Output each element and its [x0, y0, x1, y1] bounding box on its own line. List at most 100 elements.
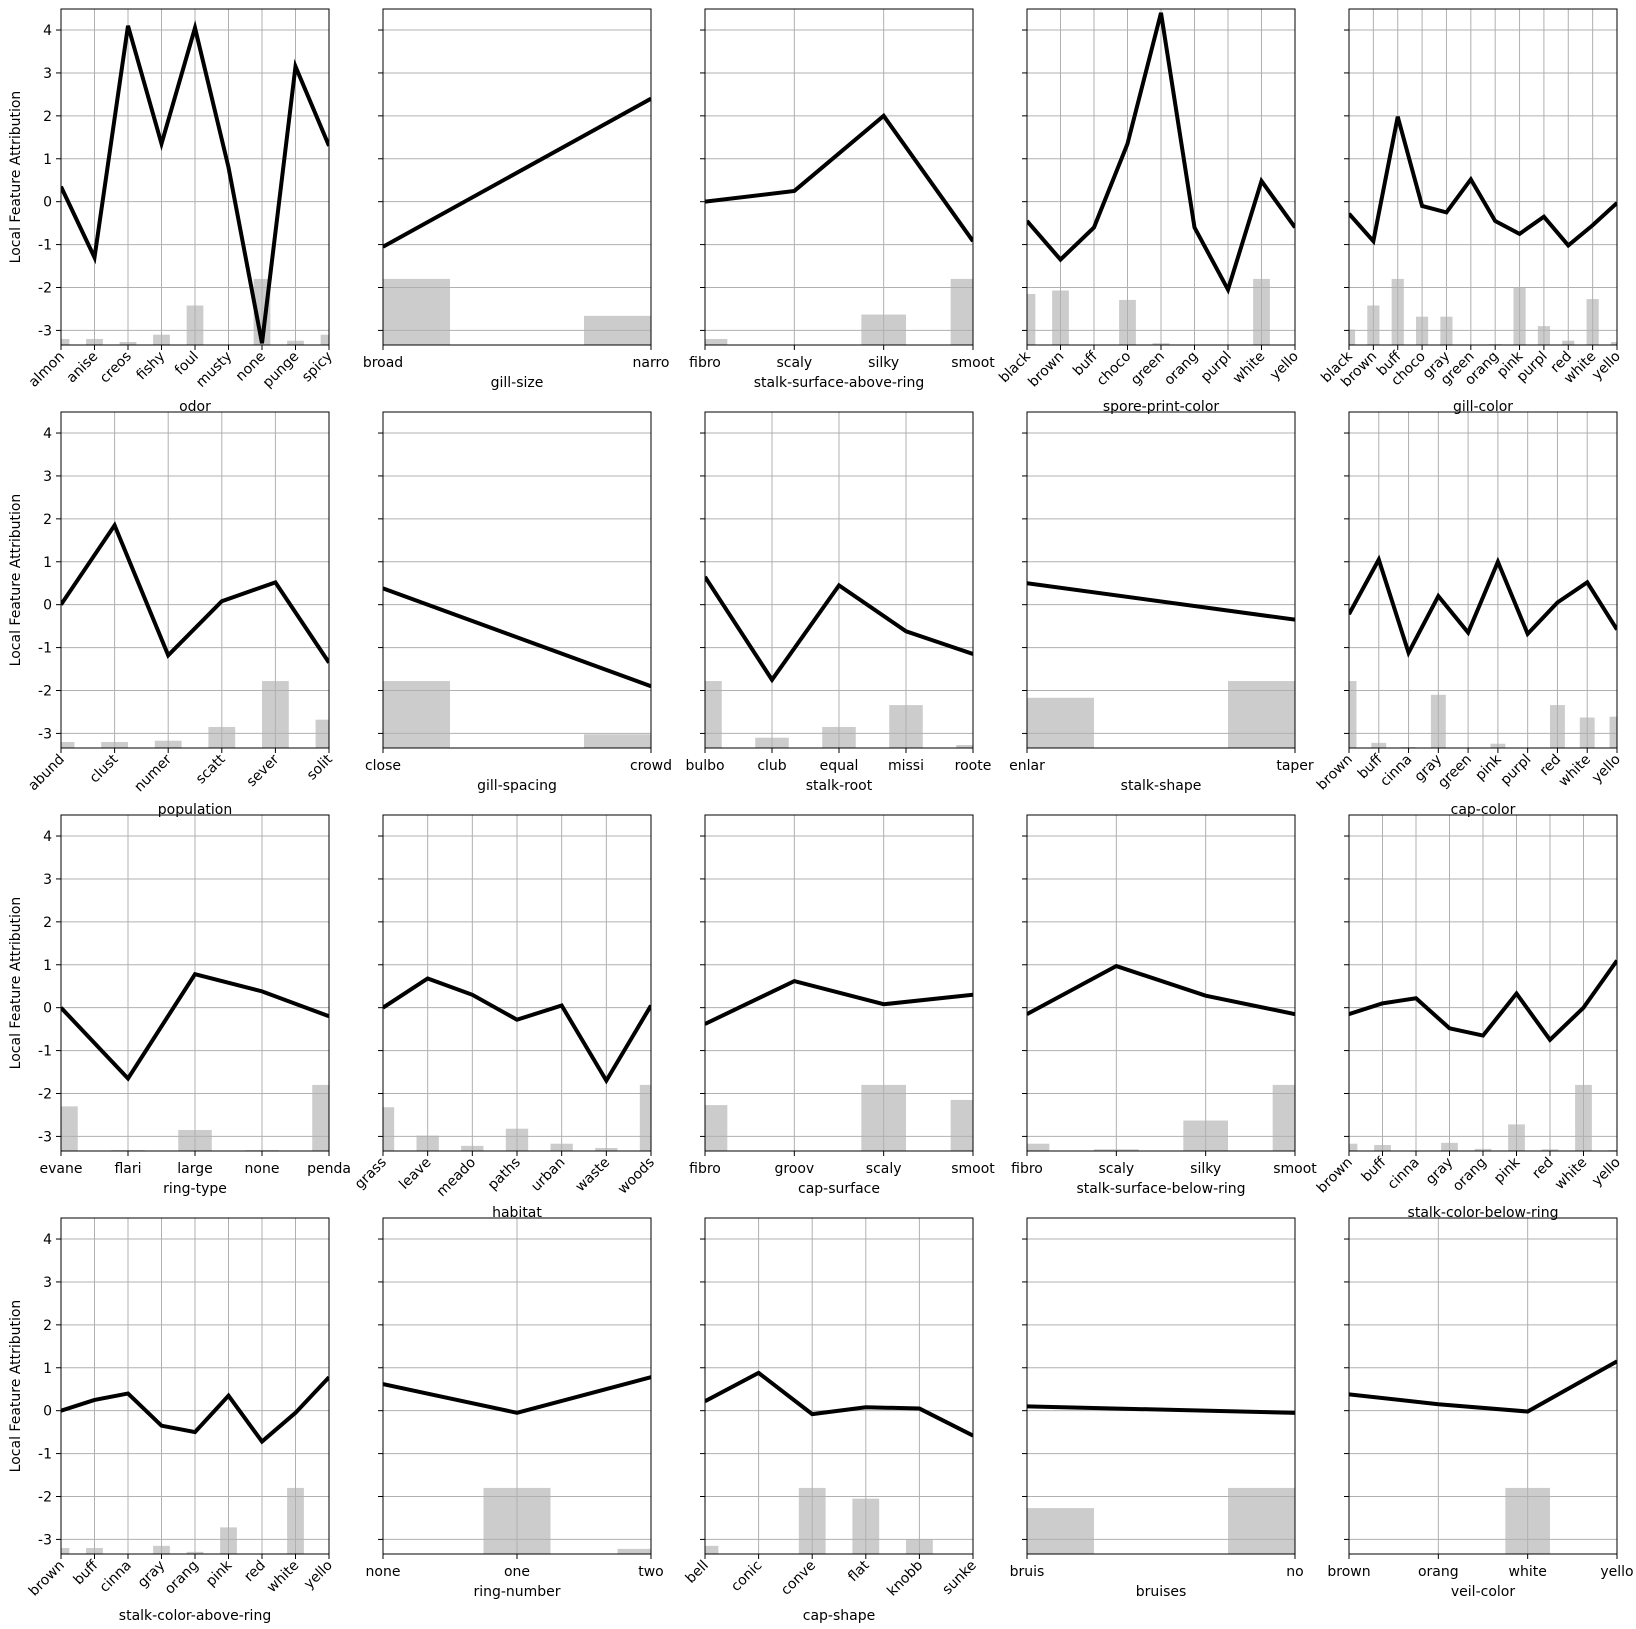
- x-tick-label: yello: [1589, 752, 1624, 787]
- subplot: -3 -2 -1 0 1 2 3 4 abund clust numer scatt sever soli…: [8, 411, 336, 818]
- subplot: blackbrownbuffchocograygreenorangpinkpur…: [1318, 8, 1624, 415]
- x-tick-label: numer: [131, 751, 175, 795]
- x-tick-label: leave: [396, 1155, 434, 1193]
- x-tick-label: cinna: [97, 1558, 135, 1596]
- x-tick-label: purpl: [1498, 752, 1535, 789]
- x-axis-label: veil-color: [1451, 1584, 1515, 1600]
- x-axis-label: stalk-shape: [1121, 778, 1202, 794]
- axes-frame: [382, 1217, 652, 1555]
- x-tick-label: two: [638, 1564, 664, 1580]
- bar: [61, 741, 75, 748]
- attribution-line: [383, 976, 651, 1085]
- bar: [383, 681, 450, 748]
- subplot: brown orang white yello veil-color: [1327, 1217, 1634, 1600]
- y-tick-label: 3: [43, 66, 52, 82]
- subplot: enlar taper stalk-shape: [1009, 411, 1314, 794]
- x-tick-label: solit: [304, 751, 336, 783]
- attribution-line: [383, 586, 651, 689]
- x-axis-label: bruises: [1136, 1584, 1187, 1600]
- x-tick-label: orang: [162, 1558, 202, 1598]
- y-tick-label: 4: [43, 829, 52, 845]
- y-tick-label: -1: [38, 641, 52, 657]
- y-tick-label: -1: [38, 1044, 52, 1060]
- x-tick-label: scaly: [1098, 1161, 1134, 1177]
- y-tick-label: -2: [38, 280, 52, 296]
- bar: [617, 1548, 651, 1554]
- y-tick-label: -3: [38, 1129, 52, 1145]
- attribution-line: [705, 575, 973, 684]
- x-tick-label: white: [264, 1558, 302, 1596]
- axes-frame: [60, 1217, 330, 1555]
- y-axis-label: Local Feature Attribution: [8, 1300, 24, 1473]
- y-axis-label: Local Feature Attribution: [8, 897, 24, 1070]
- x-axis-label: gill-spacing: [477, 778, 557, 794]
- x-tick-label: brown: [1025, 349, 1067, 391]
- x-tick-label: silky: [1190, 1161, 1221, 1177]
- x-tick-label: yello: [301, 1558, 336, 1593]
- y-tick-label: 1: [43, 555, 52, 571]
- attribution-line: [383, 1375, 651, 1415]
- bar: [639, 1084, 651, 1151]
- x-tick-label: brown: [1314, 1155, 1356, 1197]
- x-tick-label: equal: [820, 758, 859, 774]
- x-tick-label: evane: [40, 1161, 83, 1177]
- bar: [705, 338, 728, 345]
- subplot: fibro scaly silky smoot stalk-surface-above-…: [689, 8, 995, 391]
- y-tick-label: -2: [38, 683, 52, 699]
- x-tick-label: enlar: [1009, 758, 1045, 774]
- x-tick-label: crowd: [630, 758, 672, 774]
- bar: [705, 681, 722, 748]
- x-tick-label: flat: [845, 1557, 873, 1585]
- axes-frame: [60, 814, 330, 1152]
- bar: [584, 734, 651, 748]
- x-tick-label: smoot: [951, 1161, 995, 1177]
- subplot: -3 -2 -1 0 1 2 3 4 evane flari large none penda ring-…: [8, 814, 351, 1197]
- bar: [705, 1105, 728, 1151]
- x-tick-label: knobb: [884, 1557, 926, 1599]
- x-axis-label: cap-color: [1451, 802, 1516, 818]
- x-tick-label: pink: [1491, 1154, 1524, 1187]
- x-axis-label: stalk-color-above-ring: [119, 1608, 271, 1624]
- x-tick-label: smoot: [1273, 1161, 1317, 1177]
- x-tick-label: missi: [888, 758, 924, 774]
- attribution-line: [705, 978, 973, 1026]
- bar: [1610, 341, 1617, 345]
- attribution-line: [705, 1370, 973, 1438]
- y-tick-label: 2: [43, 109, 52, 125]
- y-tick-label: 3: [43, 872, 52, 888]
- bar: [705, 1545, 719, 1554]
- x-tick-label: orang: [1418, 1564, 1459, 1580]
- x-tick-label: spicy: [299, 349, 336, 386]
- x-tick-label: conic: [728, 1558, 765, 1595]
- y-tick-label: 1: [43, 1361, 52, 1377]
- bar: [61, 1106, 78, 1151]
- bar: [1027, 1508, 1094, 1554]
- subplot: fibro scaly silky smoot stalk-surface-below-…: [1011, 814, 1317, 1197]
- x-tick-label: sever: [244, 751, 283, 790]
- x-tick-label: scaly: [776, 355, 812, 371]
- y-tick-label: 3: [43, 469, 52, 485]
- x-tick-label: none: [245, 1161, 280, 1177]
- bar: [956, 744, 973, 748]
- x-tick-label: anise: [64, 349, 102, 387]
- x-tick-label: taper: [1276, 758, 1314, 774]
- x-tick-label: narro: [633, 355, 670, 371]
- attribution-line: [61, 1375, 329, 1445]
- x-tick-label: yello: [1600, 1564, 1633, 1580]
- y-tick-label: 2: [43, 1318, 52, 1334]
- x-tick-label: almon: [26, 349, 68, 391]
- subplot: bell conic conve flat knobb sunke cap-shape: [683, 1217, 980, 1624]
- y-tick-label: 2: [43, 915, 52, 931]
- x-axis-label: stalk-surface-above-ring: [754, 375, 925, 391]
- subplot: fibro groov scaly smoot cap-surface: [689, 814, 995, 1197]
- x-tick-label: brown: [1314, 752, 1356, 794]
- x-tick-label: one: [504, 1564, 530, 1580]
- axes-frame: [1348, 1217, 1618, 1555]
- attribution-line: [383, 96, 651, 249]
- subplot: close crowd gill-spacing: [365, 411, 672, 794]
- x-axis-label: habitat: [492, 1205, 542, 1221]
- x-tick-label: bell: [683, 1558, 712, 1587]
- bar: [1027, 293, 1036, 345]
